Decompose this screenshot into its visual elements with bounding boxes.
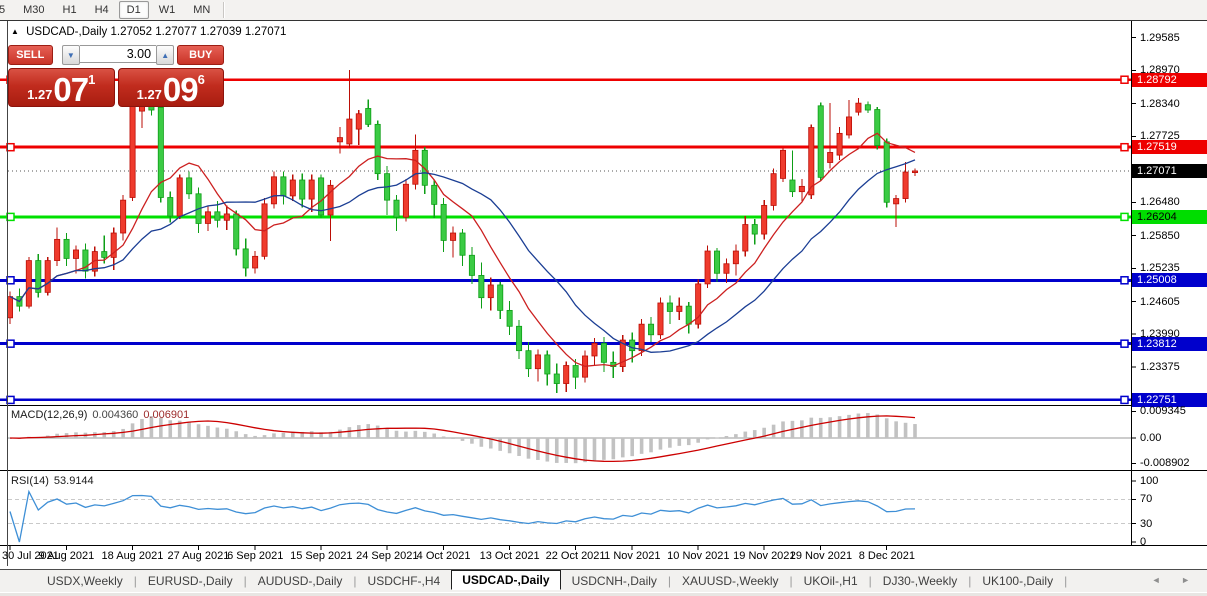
volume-decrease-button[interactable]: ▼: [61, 45, 81, 65]
timeframe-button-W1[interactable]: W1: [158, 4, 176, 16]
volume-input[interactable]: [80, 45, 157, 63]
buy-price-display[interactable]: 1.27 09 6: [117, 68, 224, 108]
tab-ukoil-h1[interactable]: UKOil-,H1: [803, 574, 858, 588]
tab-usdcnh-daily[interactable]: USDCNH-,Daily: [571, 574, 657, 588]
chart-tab-bar: USDX,Weekly | EURUSD-,Daily | AUDUSD-,Daily |…: [0, 569, 1207, 592]
tab-divider: |: [243, 574, 247, 588]
tab-scroll-arrows[interactable]: ◄ ►: [1151, 575, 1199, 585]
tab-dj30-weekly[interactable]: DJ30-,Weekly: [882, 574, 958, 588]
sell-price-display[interactable]: 1.27 07 1: [8, 68, 115, 107]
buy-button[interactable]: BUY: [177, 45, 224, 65]
timeframe-button-MN[interactable]: MN: [193, 4, 211, 16]
buy-price-big: 09: [162, 71, 199, 108]
tab-divider: |: [1064, 574, 1068, 588]
sell-price-big: 07: [53, 71, 89, 108]
toolbar-separator: [223, 2, 226, 18]
tab-usdcad-daily[interactable]: USDCAD-,Daily: [451, 570, 561, 590]
tab-divider: |: [789, 574, 793, 588]
tab-usdx-weekly[interactable]: USDX,Weekly: [47, 574, 123, 588]
volume-increase-button[interactable]: ▲: [156, 45, 175, 65]
buy-price-prefix: 1.27: [136, 87, 162, 102]
timeframe-button-H1[interactable]: H1: [62, 4, 77, 16]
tab-divider: |: [353, 574, 357, 588]
tab-xauusd-weekly[interactable]: XAUUSD-,Weekly: [682, 574, 779, 588]
timeframe-button-D1[interactable]: D1: [118, 1, 149, 19]
sell-price-prefix: 1.27: [27, 87, 53, 102]
tab-divider: |: [133, 574, 137, 588]
sell-price-sup: 1: [88, 72, 96, 87]
tab-audusd-daily[interactable]: AUDUSD-,Daily: [257, 574, 343, 588]
tab-uk100-daily[interactable]: UK100-,Daily: [982, 574, 1054, 588]
one-click-trading-widget: SELL ▼ ▲ BUY 1.27 07 1 1.27 09 6: [8, 45, 224, 107]
timeframe-button-5[interactable]: 5: [0, 4, 6, 16]
tab-divider: |: [667, 574, 672, 588]
tab-divider: |: [968, 574, 972, 588]
timeframe-button-H4[interactable]: H4: [94, 4, 109, 16]
buy-price-sup: 6: [197, 72, 205, 87]
tab-usdchf-h4[interactable]: USDCHF-,H4: [367, 574, 441, 588]
tab-eurusd-daily[interactable]: EURUSD-,Daily: [147, 574, 233, 588]
status-strip: [0, 592, 1207, 596]
timeframe-button-M30[interactable]: M30: [23, 4, 45, 16]
sell-button[interactable]: SELL: [8, 45, 53, 65]
tab-divider: |: [868, 574, 872, 588]
timeframe-toolbar: 5 M30 H1 H4 D1 W1 MN: [0, 0, 1207, 20]
rsi-pane[interactable]: [8, 471, 1131, 545]
